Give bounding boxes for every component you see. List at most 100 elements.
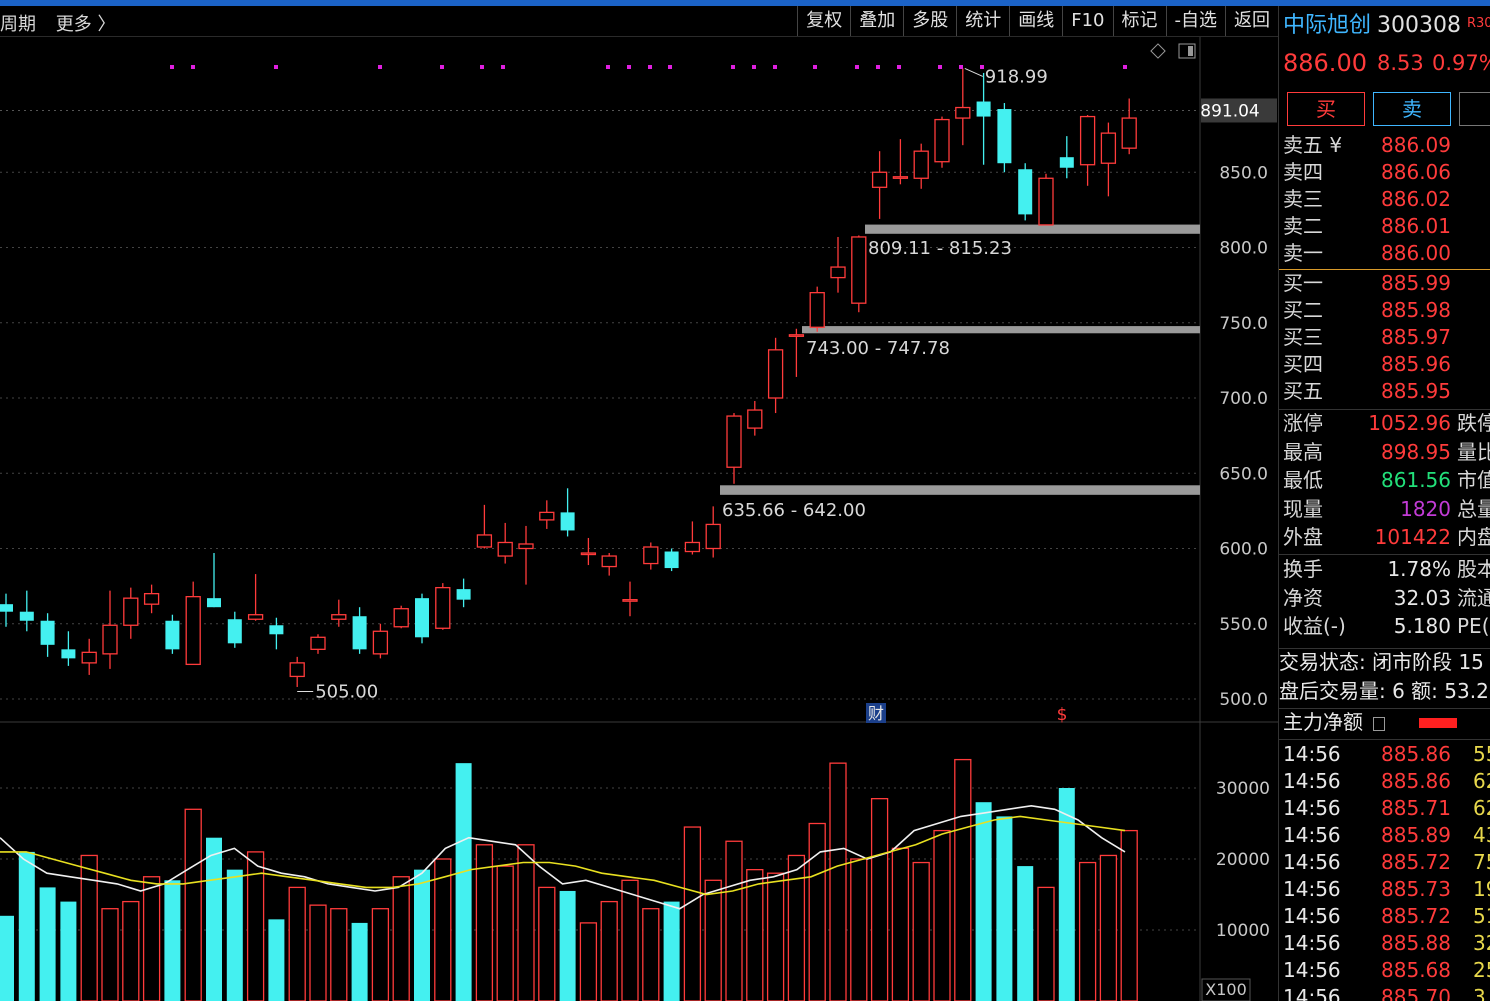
volume-bar	[538, 886, 556, 1001]
f10-button[interactable]: F10	[1062, 6, 1112, 36]
volume-bar	[621, 879, 639, 1001]
overlay-button[interactable]: 叠加	[850, 6, 903, 36]
candle-body	[1100, 132, 1117, 164]
volume-bar	[1058, 788, 1075, 1001]
volume-bar	[1037, 886, 1055, 1001]
candle-body	[1018, 169, 1033, 215]
volume-bar	[1120, 829, 1138, 1001]
tick-price: 885.86	[1381, 769, 1451, 793]
exchange-badge: R30	[1467, 16, 1490, 31]
multi-stock-button[interactable]: 多股	[903, 6, 956, 36]
signal-dot	[648, 65, 652, 69]
buy-button[interactable]: 买	[1287, 92, 1365, 126]
candle-body	[207, 598, 221, 608]
sell-button[interactable]: 卖	[1373, 92, 1451, 126]
signal-dot	[440, 65, 444, 69]
remove-watchlist-button[interactable]: -自选	[1165, 6, 1226, 36]
bid-row[interactable]: 买二 885.98	[1279, 297, 1490, 324]
support-zone-label: 809.11 - 815.23	[868, 238, 1012, 259]
more-trade-button[interactable]	[1459, 92, 1490, 126]
ask-label: 卖一	[1283, 241, 1323, 265]
volume-bar	[434, 858, 452, 1001]
ask-price: 886.00	[1381, 241, 1451, 265]
candle-body	[143, 593, 160, 605]
volume-bar	[122, 900, 140, 1001]
signal-dot	[170, 65, 174, 69]
volume-bar	[164, 880, 181, 1001]
support-zone	[720, 485, 1200, 495]
draw-line-button[interactable]: 画线	[1009, 6, 1062, 36]
trade-status: 交易状态: 闭市阶段 15	[1279, 650, 1484, 674]
back-button[interactable]: 返回	[1225, 6, 1278, 36]
tick-volume: 3	[1473, 985, 1486, 1001]
tick-row: 14:56 885.86 55	[1279, 741, 1490, 768]
ask-row[interactable]: 卖五 ¥ 886.09	[1279, 132, 1490, 159]
bid-row[interactable]: 买五 885.95	[1279, 378, 1490, 405]
candle-body	[269, 625, 284, 635]
tick-time: 14:56	[1283, 958, 1341, 982]
stat-value: 1052.96	[1368, 411, 1451, 435]
kline-chart[interactable]: 850.0 800.0 750.0 700.0 650.0 600.0 550.0 500.0…	[0, 37, 1278, 1001]
toolbar-buttons: 复权 叠加 多股 统计 画线 F10 标记 -自选 返回	[797, 6, 1278, 36]
candle-body	[1038, 177, 1054, 226]
signal-dot	[1123, 65, 1127, 69]
volume-tick-label: 20000	[1216, 850, 1270, 870]
bid-row[interactable]: 买三 885.97	[1279, 324, 1490, 351]
candle-body	[747, 409, 763, 429]
tick-row: 14:56 885.70 3	[1279, 984, 1490, 1001]
candle-body	[997, 109, 1012, 164]
volume-bar	[975, 802, 992, 1001]
bid-label: 买四	[1283, 352, 1323, 376]
volume-ma-yellow	[0, 815, 1126, 896]
stat-value: 861.56	[1381, 468, 1451, 492]
stat-extra-label: 市值	[1457, 468, 1490, 492]
period-menu[interactable]: 周期	[0, 14, 36, 35]
tick-price: 885.88	[1381, 931, 1451, 955]
after-hours-volume: 盘后交易量: 6 额: 53.2	[1279, 679, 1489, 703]
bid-row[interactable]: 买一 885.99	[1279, 270, 1490, 297]
statistics-button[interactable]: 统计	[956, 6, 1009, 36]
ask-row[interactable]: 卖二 886.01	[1279, 213, 1490, 240]
stat-row: 最高 898.95量比	[1279, 439, 1490, 466]
volume-bar	[226, 869, 243, 1001]
volume-bar	[933, 829, 951, 1001]
volume-unit-box	[1201, 978, 1251, 1001]
volume-bar	[559, 890, 576, 1001]
tick-time: 14:56	[1283, 796, 1341, 820]
price-change-pct: 0.97%	[1432, 51, 1490, 75]
candle-body	[165, 620, 180, 650]
candle-body	[81, 651, 97, 664]
mark-button[interactable]: 标记	[1112, 6, 1166, 36]
stat-row: 涨停 1052.96跌停	[1279, 410, 1490, 437]
stat-label: 最高	[1283, 439, 1323, 464]
signal-dot	[897, 65, 901, 69]
signal-dot	[773, 65, 777, 69]
signal-dot	[668, 65, 672, 69]
restore-rights-button[interactable]: 复权	[797, 6, 850, 36]
list-icon[interactable]	[1373, 717, 1385, 731]
main-net-flow-label[interactable]: 主力净额	[1283, 710, 1363, 734]
current-price-label: 891.04	[1200, 101, 1259, 121]
ask-row[interactable]: 卖一 886.00	[1279, 240, 1490, 267]
ask-row[interactable]: 卖四 886.06	[1279, 159, 1490, 186]
stat-row: 净资 32.03流通	[1279, 585, 1490, 612]
stat-label: 现量	[1283, 496, 1323, 521]
support-zone-label: 635.66 - 642.00	[722, 500, 866, 521]
price-tick-label: 500.0	[1219, 690, 1268, 710]
current-price: 886.00	[1283, 49, 1367, 77]
volume-bar	[184, 808, 202, 1001]
volume-bar	[808, 822, 826, 1001]
stat-label: 净资	[1283, 585, 1323, 610]
tick-row: 14:56 885.73 19	[1279, 876, 1490, 903]
more-menu[interactable]: 更多 〉	[55, 14, 116, 35]
stat-value: 32.03	[1393, 585, 1451, 610]
candle-body	[539, 511, 555, 521]
stat-extra-label: 股本	[1457, 557, 1490, 581]
candle-body	[622, 599, 638, 602]
bid-row[interactable]: 买四 885.96	[1279, 351, 1490, 378]
stat-extra-label: PE(动	[1457, 614, 1490, 638]
support-zone-label: 743.00 - 747.78	[806, 338, 950, 359]
ask-label: 卖三	[1283, 187, 1323, 211]
main-flow-bar	[1419, 718, 1457, 728]
ask-row[interactable]: 卖三 886.02	[1279, 186, 1490, 213]
